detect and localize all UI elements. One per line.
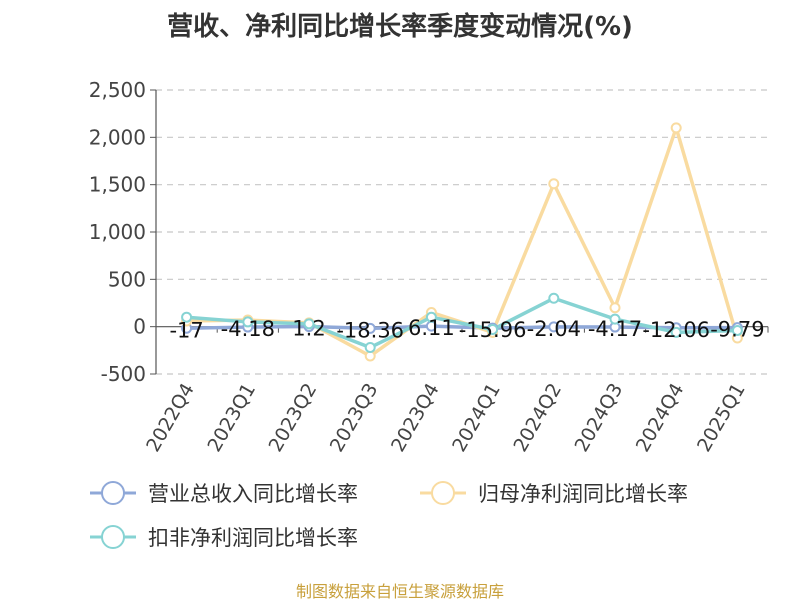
data-point [670,326,682,338]
data-point [181,311,193,323]
legend-item-2: 扣非净利润同比增长率 [90,525,358,550]
legend-item-0: 营业总收入同比增长率 [90,481,358,506]
x-tick-label: 2025Q1 [693,380,750,456]
data-point [548,178,560,190]
legend-marker [101,525,125,549]
x-tick-label: 2024Q1 [448,379,505,455]
y-tick-label: 1,000 [89,220,146,244]
data-labels: -17 -4.18 1.2 -18.36 6.11 -15.96 -2.04 -4.17 -12… [169,316,764,342]
x-tick-label: 2024Q2 [509,380,566,456]
series-lines [186,126,740,358]
y-tick-label: 0 [133,315,146,339]
grid-lines [156,89,768,375]
chart-title: 营收、净利同比增长率季度变动情况(%) [167,12,633,42]
y-tick-label: 2,000 [89,125,146,149]
source-note: 制图数据来自恒生聚源数据库 [295,582,504,601]
legend-label: 扣非净利润同比增长率 [148,526,358,550]
y-tick-labels: -500 0 500 1,000 1,500 2,000 2,500 [89,78,146,386]
data-point [670,122,682,134]
y-tick-label: -500 [101,362,146,386]
data-label: -9.79 [710,318,764,342]
data-label: -4.18 [221,317,275,341]
x-tick-label: 2023Q4 [387,380,444,456]
data-label: 6.11 [408,316,455,340]
legend-item-1: 归母净利润同比增长率 [420,481,688,506]
data-label: -15.96 [459,318,527,342]
y-tick-label: 2,500 [89,78,146,102]
legend-marker [431,481,455,505]
data-label: -17 [169,318,203,342]
data-point [609,313,621,325]
data-point [548,321,560,333]
data-label: -18.36 [336,318,404,342]
data-point [242,316,254,328]
series-line-2 [186,296,738,350]
data-label: -12.06 [642,318,710,342]
data-point [731,324,743,336]
x-tick-label: 2023Q2 [265,380,322,456]
y-tick-label: 1,500 [89,173,146,197]
data-point [364,341,376,353]
y-tick-label: 500 [108,267,146,291]
data-label: -2.04 [527,317,581,341]
data-point [487,324,499,336]
x-tick-label: 2024Q3 [571,380,628,456]
data-point [364,322,376,334]
data-point [548,292,560,304]
data-label: 1.2 [292,317,325,341]
x-tick-label: 2024Q4 [632,380,689,456]
data-label: -4.17 [588,317,642,341]
data-point [609,302,621,314]
x-tick-label: 2023Q1 [203,380,260,456]
data-point [425,311,437,323]
data-point [303,318,315,330]
legend-marker [101,481,125,505]
x-tick-label: 2023Q3 [326,380,383,456]
legend-label: 营业总收入同比增长率 [148,482,358,506]
legend-label: 归母净利润同比增长率 [478,482,688,506]
x-tick-labels: 2022Q4 2023Q1 2023Q2 2023Q3 2023Q4 2024Q1 2024… [142,379,750,455]
series-points [181,122,743,362]
x-tick-label: 2022Q4 [142,380,199,456]
